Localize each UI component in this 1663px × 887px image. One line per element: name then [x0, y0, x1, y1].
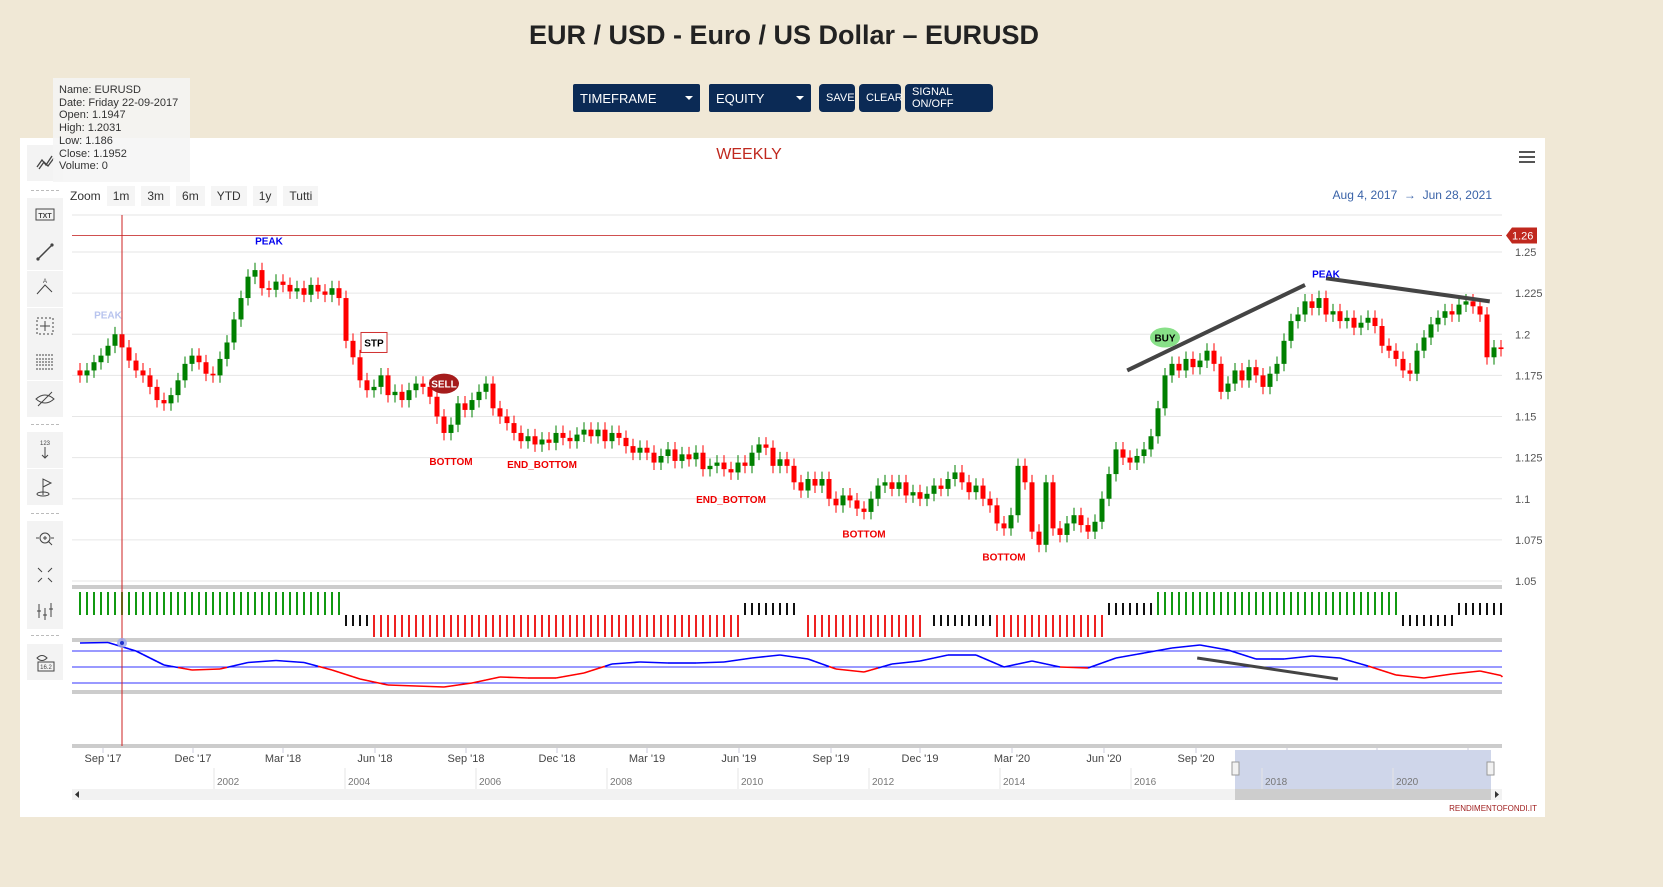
tooltip-date: Date: Friday 22-09-2017	[59, 96, 179, 109]
svg-text:123: 123	[40, 441, 51, 447]
range-from[interactable]: Aug 4, 2017	[1332, 188, 1398, 202]
indicators-tool-button[interactable]	[27, 593, 63, 629]
tooltip-open: Open: 1.1947	[59, 109, 126, 122]
zoom-selector: Zoom 1m 3m 6m YTD 1y Tutti	[70, 186, 319, 206]
clear-button[interactable]: CLEAR	[859, 84, 903, 112]
arrow-right-icon: →	[1403, 188, 1416, 202]
text-annotation-tool-button[interactable]: TXT	[27, 198, 63, 234]
flag-icon	[36, 478, 53, 497]
tooltip-high: High: 1.2031	[59, 122, 122, 135]
timeframe-dropdown[interactable]: TIMEFRAME	[573, 84, 700, 112]
tooltip: Name: EURUSD Date: Friday 22-09-2017 Ope…	[53, 78, 190, 182]
page-title: EUR / USD - Euro / US Dollar – EURUSD	[528, 20, 1040, 50]
fibonacci-icon	[36, 354, 54, 370]
indicators-icon	[37, 603, 53, 620]
toolbar-separator	[31, 635, 59, 636]
zoom-1m-button[interactable]: 1m	[106, 186, 136, 206]
visibility-count-tool-button[interactable]: 16.2	[27, 644, 63, 680]
zoom-1y-button[interactable]: 1y	[252, 186, 278, 206]
caret-down-icon	[685, 96, 693, 100]
hide-tool-button[interactable]	[27, 381, 63, 417]
svg-text:A: A	[43, 279, 47, 285]
flag-tool-button[interactable]	[27, 469, 63, 505]
tooltip-name: Name: EURUSD	[59, 84, 141, 96]
elliott-wave-icon: A	[36, 279, 53, 295]
hamburger-menu-icon[interactable]	[1519, 150, 1535, 168]
crosshair-measure-tool-button[interactable]	[27, 308, 63, 344]
line-icon	[36, 243, 54, 261]
chart-panel: TXT A 123 16.2 WEEKLY Zoom 1m 3m 6m YTD 1y …	[20, 138, 1545, 817]
fullscreen-icon	[37, 567, 53, 583]
zoom-3m-button[interactable]: 3m	[141, 186, 171, 206]
tool-badge: 16.2	[40, 665, 52, 671]
zoom-label: Zoom	[70, 189, 101, 203]
tooltip-close: Close: 1.1952	[59, 147, 127, 160]
tooltip-low: Low: 1.186	[59, 134, 113, 147]
signal-toggle-button[interactable]: SIGNAL ON/OFF	[905, 84, 993, 112]
crosshair-measure-icon	[36, 317, 54, 335]
save-button[interactable]: SAVE	[819, 84, 855, 112]
toolbar-separator	[31, 424, 59, 425]
caret-down-icon	[796, 96, 804, 100]
vertical-counter-tool-button[interactable]: 123	[27, 432, 63, 468]
timeframe-label: TIMEFRAME	[580, 90, 657, 106]
trend-lines-icon	[36, 155, 55, 170]
visibility-count-icon: 16.2	[36, 655, 55, 672]
range-to[interactable]: Jun 28, 2021	[1422, 188, 1492, 202]
elliott-wave-tool-button[interactable]: A	[27, 271, 63, 307]
hide-icon	[35, 391, 55, 407]
fullscreen-tool-button[interactable]	[27, 557, 63, 593]
vertical-counter-icon: 123	[40, 441, 51, 459]
fibonacci-tool-button[interactable]	[27, 344, 63, 380]
zoom-pan-tool-button[interactable]	[27, 521, 63, 557]
zoom-all-button[interactable]: Tutti	[283, 186, 319, 206]
text-annotation-icon: TXT	[35, 208, 55, 221]
zoom-ytd-button[interactable]: YTD	[210, 186, 247, 206]
line-tool-button[interactable]	[27, 234, 63, 270]
date-range[interactable]: Aug 4, 2017 → Jun 28, 2021	[1333, 188, 1492, 202]
tooltip-volume: Volume: 0	[59, 160, 108, 173]
svg-text:TXT: TXT	[38, 213, 52, 220]
zoom-6m-button[interactable]: 6m	[176, 186, 205, 206]
equity-dropdown[interactable]: EQUITY	[709, 84, 811, 112]
credit-text: RENDIMENTOFONDI.IT	[1449, 804, 1537, 813]
chart-title: WEEKLY	[716, 146, 782, 163]
zoom-pan-icon	[36, 532, 54, 546]
toolbar-separator	[31, 190, 59, 191]
toolbar-separator	[31, 513, 59, 514]
equity-label: EQUITY	[716, 90, 765, 106]
